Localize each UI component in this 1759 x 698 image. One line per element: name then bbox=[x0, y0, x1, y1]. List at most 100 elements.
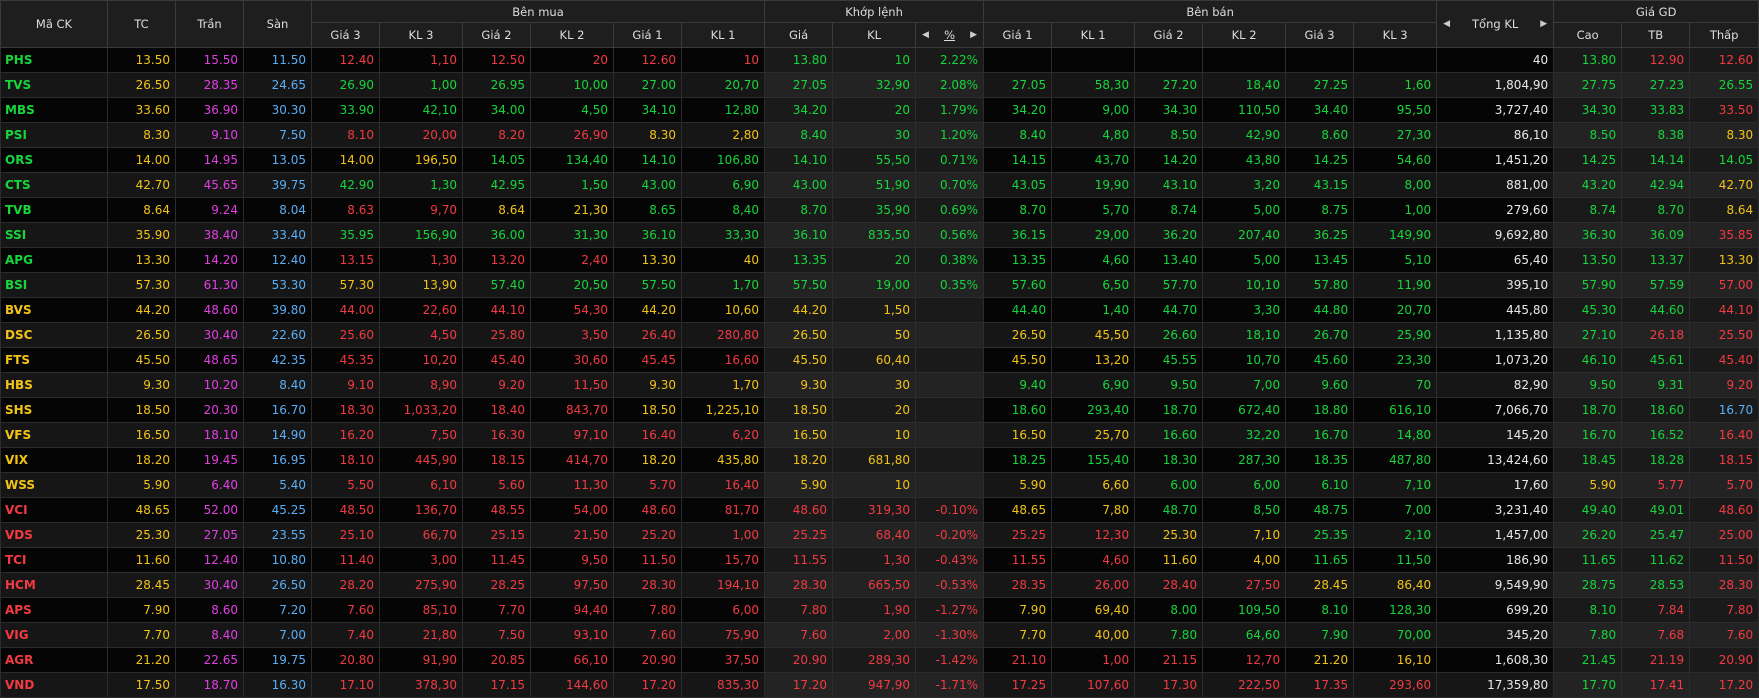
table-row[interactable]: HBS 9.30 10.20 8.40 9.10 8,90 9.20 11,50 9.30 1,7… bbox=[0, 372, 1759, 398]
col-symbol[interactable]: Mã CK bbox=[0, 0, 108, 48]
table-row[interactable]: SHS 18.50 20.30 16.70 18.30 1,033,20 18.40 843,… bbox=[0, 397, 1759, 423]
ask-vol-2-cell[interactable]: 109,50 bbox=[1202, 597, 1287, 623]
bid-price-1-cell[interactable]: 5.70 bbox=[613, 472, 682, 498]
ask-vol-3-cell[interactable]: 54,60 bbox=[1353, 147, 1438, 173]
symbol-cell[interactable]: VCI bbox=[0, 497, 108, 523]
caret-left-icon[interactable]: ◀ bbox=[922, 30, 929, 40]
table-row[interactable]: VIG 7.70 8.40 7.00 7.40 21,80 7.50 93,10 7.60 75,… bbox=[0, 622, 1759, 648]
bid-price-3-cell[interactable]: 28.20 bbox=[311, 572, 380, 598]
ask-vol-1-cell[interactable]: 43,70 bbox=[1051, 147, 1136, 173]
bid-price-2-cell[interactable]: 25.15 bbox=[462, 522, 531, 548]
bid-price-3-cell[interactable]: 33.90 bbox=[311, 97, 380, 123]
ask-vol-1-cell[interactable]: 40,00 bbox=[1051, 622, 1136, 648]
ask-vol-2-cell[interactable]: 7,10 bbox=[1202, 522, 1287, 548]
ask-price-3-cell[interactable]: 25.35 bbox=[1285, 522, 1355, 548]
col-ask-vol-2[interactable]: KL 2 bbox=[1202, 22, 1287, 48]
symbol-cell[interactable]: VDS bbox=[0, 522, 108, 548]
bid-vol-2-cell[interactable]: 94,40 bbox=[530, 597, 614, 623]
bid-price-1-cell[interactable]: 44.20 bbox=[613, 297, 682, 323]
bid-vol-1-cell[interactable]: 194,10 bbox=[680, 572, 766, 598]
ask-price-1-cell[interactable]: 7.90 bbox=[983, 597, 1053, 623]
bid-price-1-cell[interactable]: 20.90 bbox=[613, 647, 682, 673]
bid-price-1-cell[interactable]: 57.50 bbox=[613, 272, 682, 298]
symbol-cell[interactable]: MBS bbox=[0, 97, 108, 123]
bid-vol-2-cell[interactable]: 144,60 bbox=[530, 672, 614, 698]
ask-vol-3-cell[interactable]: 86,40 bbox=[1353, 572, 1438, 598]
bid-price-2-cell[interactable]: 11.45 bbox=[462, 547, 531, 573]
bid-price-3-cell[interactable]: 18.30 bbox=[311, 397, 380, 423]
col-average[interactable]: TB bbox=[1621, 22, 1691, 48]
bid-price-3-cell[interactable]: 8.10 bbox=[311, 122, 380, 148]
symbol-cell[interactable]: PSI bbox=[0, 122, 108, 148]
bid-vol-3-cell[interactable]: 8,90 bbox=[379, 372, 463, 398]
ask-vol-1-cell[interactable]: 45,50 bbox=[1051, 322, 1136, 348]
ask-price-2-cell[interactable] bbox=[1134, 47, 1204, 73]
symbol-cell[interactable]: TVB bbox=[0, 197, 108, 223]
bid-price-2-cell[interactable]: 16.30 bbox=[462, 422, 531, 448]
symbol-cell[interactable]: BVS bbox=[0, 297, 108, 323]
col-bid-vol-1[interactable]: KL 1 bbox=[680, 22, 766, 48]
ask-price-1-cell[interactable]: 16.50 bbox=[983, 422, 1053, 448]
ask-price-1-cell[interactable] bbox=[983, 47, 1053, 73]
bid-vol-2-cell[interactable]: 54,00 bbox=[530, 497, 614, 523]
table-row[interactable]: VCI 48.65 52.00 45.25 48.50 136,70 48.55 54,00 4… bbox=[0, 497, 1759, 523]
bid-price-1-cell[interactable]: 16.40 bbox=[613, 422, 682, 448]
bid-price-2-cell[interactable]: 9.20 bbox=[462, 372, 531, 398]
bid-price-2-cell[interactable]: 18.15 bbox=[462, 447, 531, 473]
ask-price-1-cell[interactable]: 34.20 bbox=[983, 97, 1053, 123]
ask-vol-3-cell[interactable]: 14,80 bbox=[1353, 422, 1438, 448]
bid-vol-3-cell[interactable]: 378,30 bbox=[379, 672, 463, 698]
ask-vol-1-cell[interactable]: 4,80 bbox=[1051, 122, 1136, 148]
bid-price-3-cell[interactable]: 57.30 bbox=[311, 272, 380, 298]
ask-price-3-cell[interactable]: 18.35 bbox=[1285, 447, 1355, 473]
ask-price-3-cell[interactable]: 9.60 bbox=[1285, 372, 1355, 398]
bid-vol-2-cell[interactable]: 843,70 bbox=[530, 397, 614, 423]
bid-vol-1-cell[interactable]: 1,225,10 bbox=[680, 397, 766, 423]
ask-vol-3-cell[interactable]: 20,70 bbox=[1353, 297, 1438, 323]
ask-price-2-cell[interactable]: 57.70 bbox=[1134, 272, 1204, 298]
caret-right-icon[interactable]: ▶ bbox=[970, 30, 978, 40]
ask-vol-2-cell[interactable]: 7,00 bbox=[1202, 372, 1287, 398]
bid-price-2-cell[interactable]: 12.50 bbox=[462, 47, 531, 73]
ask-vol-2-cell[interactable]: 3,20 bbox=[1202, 172, 1287, 198]
ask-vol-2-cell[interactable]: 10,70 bbox=[1202, 347, 1287, 373]
bid-vol-3-cell[interactable]: 7,50 bbox=[379, 422, 463, 448]
ask-price-3-cell[interactable]: 36.25 bbox=[1285, 222, 1355, 248]
col-ask-price-3[interactable]: Giá 3 bbox=[1285, 22, 1355, 48]
ask-vol-3-cell[interactable] bbox=[1353, 47, 1438, 73]
col-match-change[interactable]: ◀ % ▶ bbox=[915, 22, 985, 48]
bid-vol-2-cell[interactable]: 2,40 bbox=[530, 247, 614, 273]
table-row[interactable]: VFS 16.50 18.10 14.90 16.20 7,50 16.30 97,10 16.… bbox=[0, 422, 1759, 448]
bid-price-1-cell[interactable]: 28.30 bbox=[613, 572, 682, 598]
ask-price-3-cell[interactable]: 16.70 bbox=[1285, 422, 1355, 448]
ask-vol-3-cell[interactable]: 23,30 bbox=[1353, 347, 1438, 373]
ask-vol-2-cell[interactable]: 64,60 bbox=[1202, 622, 1287, 648]
bid-vol-3-cell[interactable]: 136,70 bbox=[379, 497, 463, 523]
symbol-cell[interactable]: FTS bbox=[0, 347, 108, 373]
bid-price-2-cell[interactable]: 44.10 bbox=[462, 297, 531, 323]
bid-price-1-cell[interactable]: 18.50 bbox=[613, 397, 682, 423]
bid-vol-1-cell[interactable]: 1,70 bbox=[680, 272, 766, 298]
ask-vol-3-cell[interactable]: 487,80 bbox=[1353, 447, 1438, 473]
bid-vol-2-cell[interactable]: 30,60 bbox=[530, 347, 614, 373]
bid-vol-3-cell[interactable]: 4,50 bbox=[379, 322, 463, 348]
bid-price-1-cell[interactable]: 48.60 bbox=[613, 497, 682, 523]
ask-price-3-cell[interactable]: 14.25 bbox=[1285, 147, 1355, 173]
ask-price-2-cell[interactable]: 6.00 bbox=[1134, 472, 1204, 498]
ask-price-3-cell[interactable]: 11.65 bbox=[1285, 547, 1355, 573]
bid-vol-3-cell[interactable]: 196,50 bbox=[379, 147, 463, 173]
bid-price-3-cell[interactable]: 35.95 bbox=[311, 222, 380, 248]
ask-vol-1-cell[interactable]: 1,40 bbox=[1051, 297, 1136, 323]
bid-price-2-cell[interactable]: 5.60 bbox=[462, 472, 531, 498]
bid-vol-3-cell[interactable]: 9,70 bbox=[379, 197, 463, 223]
bid-price-3-cell[interactable]: 42.90 bbox=[311, 172, 380, 198]
table-row[interactable]: FTS 45.50 48.65 42.35 45.35 10,20 45.40 30,60 45… bbox=[0, 347, 1759, 373]
table-row[interactable]: VDS 25.30 27.05 23.55 25.10 66,70 25.15 21,50 25… bbox=[0, 522, 1759, 548]
bid-price-1-cell[interactable]: 17.20 bbox=[613, 672, 682, 698]
bid-vol-1-cell[interactable]: 6,00 bbox=[680, 597, 766, 623]
bid-vol-2-cell[interactable]: 4,50 bbox=[530, 97, 614, 123]
bid-price-1-cell[interactable]: 14.10 bbox=[613, 147, 682, 173]
ask-vol-2-cell[interactable]: 12,70 bbox=[1202, 647, 1287, 673]
bid-vol-1-cell[interactable]: 20,70 bbox=[680, 72, 766, 98]
bid-price-3-cell[interactable]: 13.15 bbox=[311, 247, 380, 273]
